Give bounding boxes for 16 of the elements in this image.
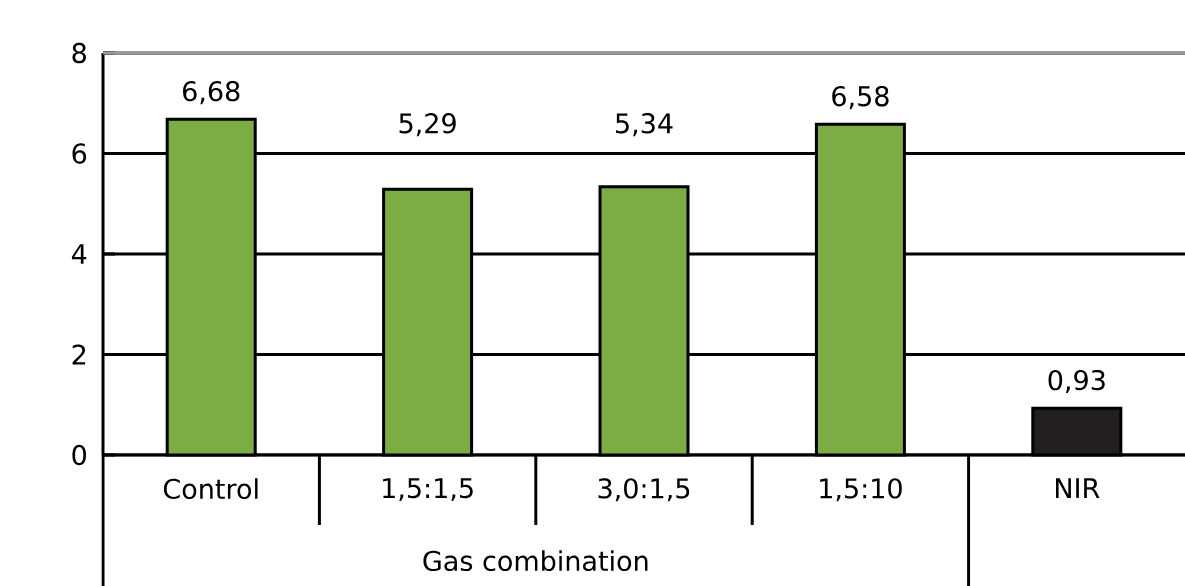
x-tick-label: 3,0:1,5: [598, 478, 690, 502]
data-label: 5,29: [399, 113, 456, 137]
x-tick-label: 1,5:1,5: [383, 478, 473, 502]
x-tick-label: Control: [163, 478, 258, 500]
y-tick-label: 0: [72, 444, 87, 466]
y-tick-label: 6: [72, 143, 87, 164]
data-label: 6,68: [183, 80, 240, 105]
data-label: 6,58: [832, 85, 889, 110]
y-tick-label: 2: [72, 344, 86, 365]
y-tick-label: 4: [71, 244, 87, 264]
data-label: 5,34: [616, 113, 673, 137]
x-tick-label: 1,5:10: [820, 478, 902, 502]
data-label: 0,93: [1048, 369, 1105, 394]
x-tick-label: NIR: [1056, 478, 1100, 498]
x-axis-title: Gas combination: [423, 550, 648, 572]
y-tick-label: 8: [72, 42, 86, 64]
